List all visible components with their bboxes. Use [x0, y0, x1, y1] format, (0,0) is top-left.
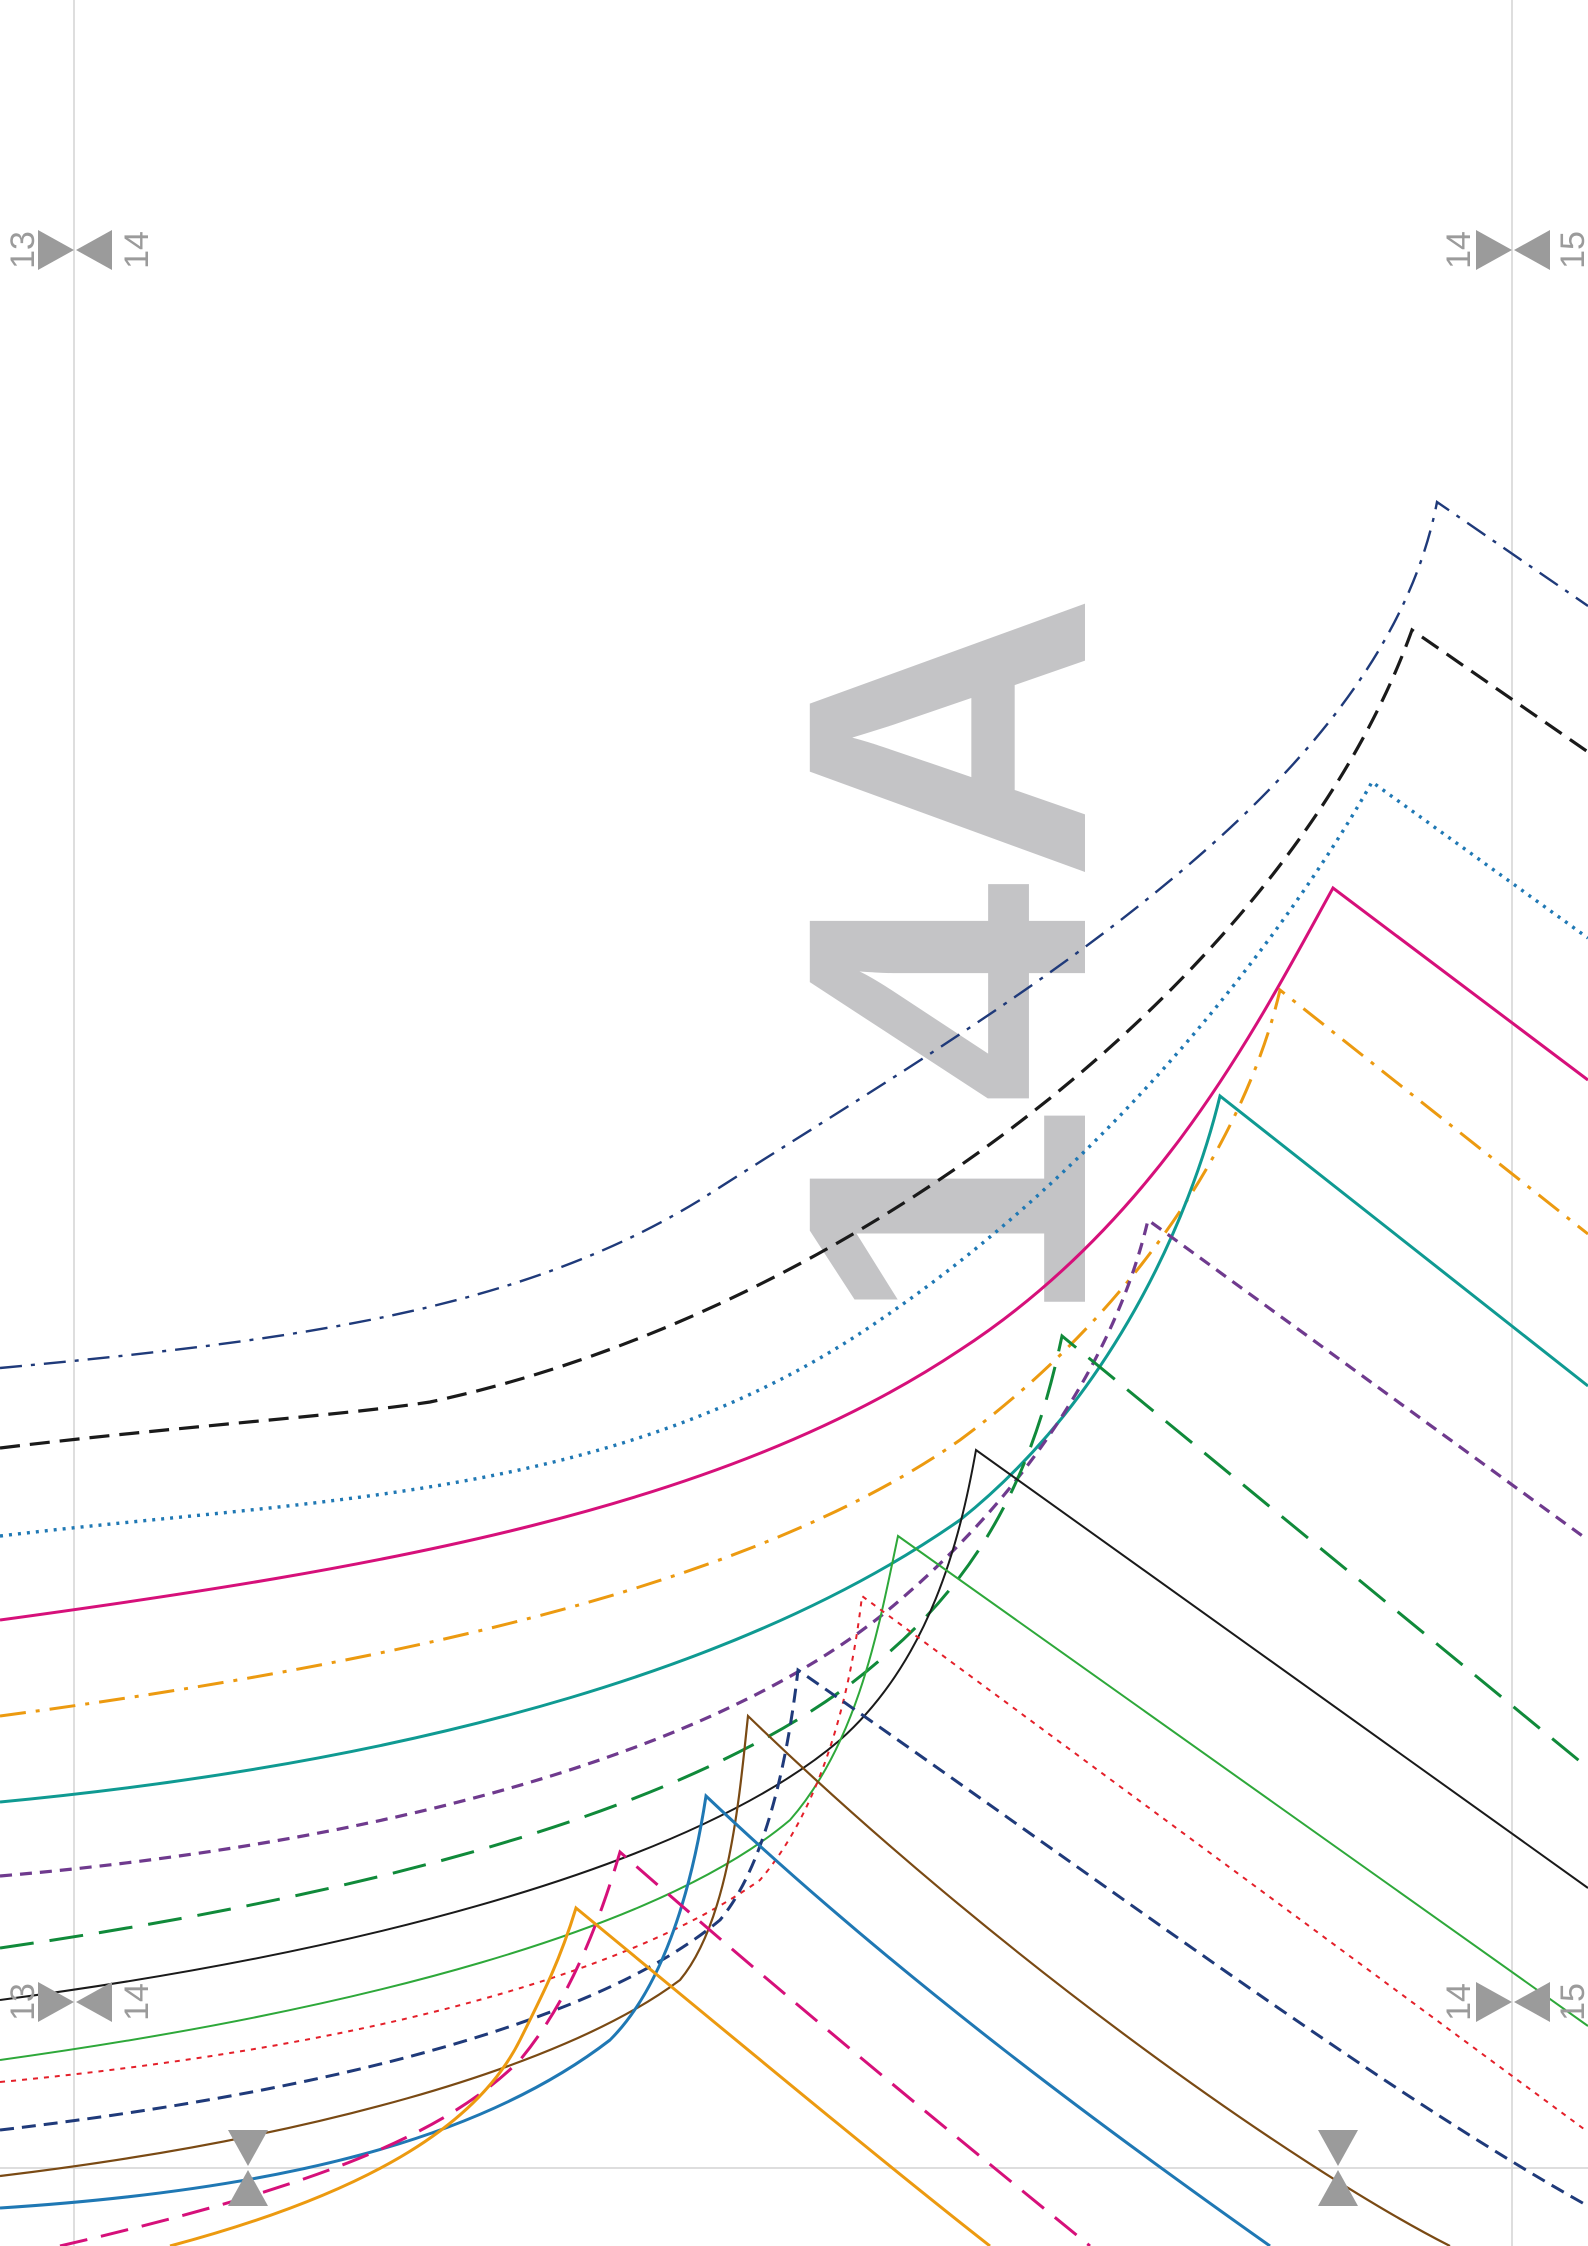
marker-bottom-left: 13 14: [4, 1982, 156, 2022]
size-line-light-green: [0, 1534, 1588, 2061]
triangle-right-icon: [38, 1982, 74, 2022]
triangle-left-icon: [1514, 230, 1550, 270]
size-line-magenta: [0, 885, 1588, 1622]
size-line-magenta-dashed: [59, 1849, 1091, 2246]
triangle-down-icon: [1318, 2130, 1358, 2166]
size-line-teal: [0, 1093, 1588, 1804]
size-line-black: [0, 1448, 1588, 2001]
triangle-right-icon: [1476, 1982, 1512, 2022]
size-line-green-dashed: [0, 1333, 1588, 1950]
marker-top-right: 14 15: [1440, 230, 1588, 270]
page-label: 14A: [723, 593, 1170, 1327]
size-line-blue: [0, 1792, 1271, 2246]
size-line-black-dashed: [0, 627, 1588, 1450]
marker-top-left-before: 13: [4, 231, 42, 269]
marker-bottom-edge-right: [1318, 2130, 1358, 2206]
triangle-up-icon: [1318, 2170, 1358, 2206]
marker-bottom-right-before: 14: [1440, 1983, 1478, 2021]
triangle-right-icon: [1476, 230, 1512, 270]
marker-top-left: 13 14: [4, 230, 156, 270]
size-line-purple-dashed: [0, 1217, 1588, 1878]
size-line-orange-dashdot: [0, 987, 1588, 1718]
marker-bottom-edge-left: [228, 2130, 268, 2206]
marker-bottom-right-after: 15: [1554, 1983, 1588, 2021]
alignment-markers: 13 14 14 15 13 14 14 15: [4, 230, 1588, 2206]
marker-bottom-left-before: 13: [4, 1983, 42, 2021]
marker-top-right-after: 15: [1554, 231, 1588, 269]
triangle-left-icon: [76, 230, 112, 270]
size-line-red-dotted: [0, 1594, 1588, 2133]
triangle-left-icon: [76, 1982, 112, 2022]
marker-bottom-left-after: 14: [118, 1983, 156, 2021]
triangle-up-icon: [228, 2170, 268, 2206]
marker-bottom-right: 14 15: [1440, 1982, 1588, 2022]
triangle-down-icon: [228, 2130, 268, 2166]
size-line-navy-dashed: [0, 1667, 1588, 2208]
triangle-left-icon: [1514, 1982, 1550, 2022]
size-line-brown: [0, 1713, 1451, 2246]
marker-top-right-before: 14: [1440, 231, 1478, 269]
size-line-blue-dotted: [0, 779, 1588, 1538]
size-line-orange: [169, 1905, 991, 2246]
triangle-right-icon: [38, 230, 74, 270]
marker-top-left-after: 14: [118, 231, 156, 269]
size-line-navy-dashdot: [0, 499, 1588, 1370]
size-lines: [0, 499, 1588, 2246]
